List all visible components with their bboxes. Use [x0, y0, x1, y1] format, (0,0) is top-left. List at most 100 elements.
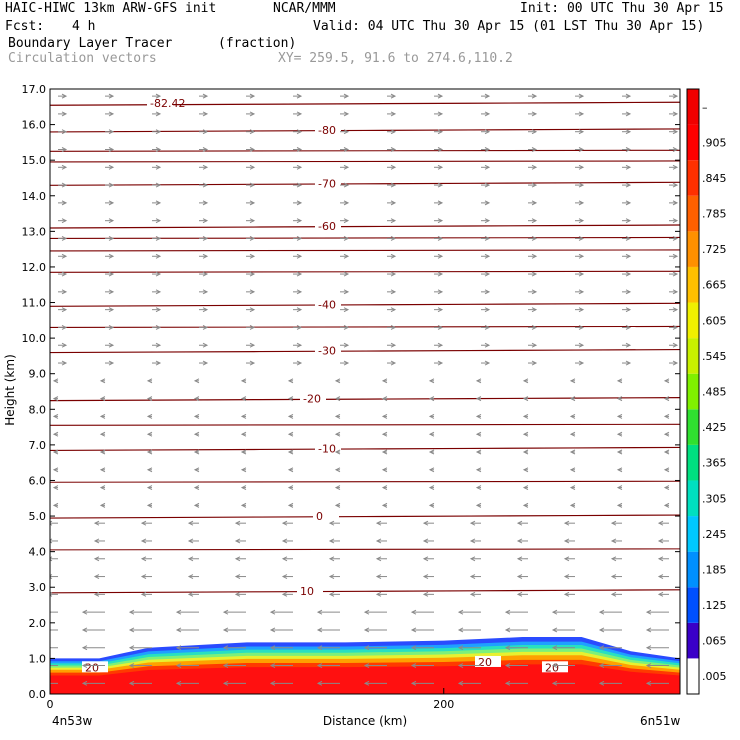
- vector-arrow-head: [99, 396, 106, 402]
- vector-arrow-head: [672, 324, 679, 330]
- vector-arrow-head: [363, 645, 370, 651]
- vector-arrow-head: [99, 413, 106, 419]
- vector-arrow-head: [531, 253, 538, 259]
- y-tick-label: 8.0: [29, 403, 47, 416]
- colorbar-segment: [687, 658, 699, 694]
- contour-label: -40: [318, 298, 336, 311]
- vector-arrow-head: [625, 324, 632, 330]
- temperature-contour: [50, 149, 680, 152]
- vector-arrow-head: [531, 93, 538, 99]
- vector-arrow-head: [155, 164, 162, 170]
- vector-arrow-head: [61, 129, 68, 135]
- vector-arrow-head: [175, 645, 182, 651]
- vector-arrow-head: [240, 449, 247, 455]
- vector-arrow-head: [551, 645, 558, 651]
- vector-arrow-head: [234, 538, 241, 544]
- vector-arrow-head: [410, 627, 417, 633]
- vector-arrow-head: [457, 663, 464, 668]
- vector-arrow-head: [390, 164, 397, 170]
- y-tick-label: 0.0: [29, 688, 47, 701]
- vector-arrow-head: [522, 502, 529, 508]
- vector-arrow-head: [343, 342, 350, 348]
- vector-arrow-head: [146, 413, 153, 419]
- vector-arrow-head: [522, 396, 529, 402]
- vector-arrow-head: [187, 520, 194, 526]
- vector-arrow-head: [610, 591, 617, 597]
- vector-arrow-head: [50, 574, 53, 580]
- vector-arrow-head: [616, 378, 623, 384]
- vector-arrow-head: [578, 164, 585, 170]
- vector-arrow-head: [578, 342, 585, 348]
- temperature-contour: [50, 302, 680, 307]
- colorbar-label: .065: [702, 635, 727, 648]
- vector-arrow-head: [334, 413, 341, 419]
- vector-arrow-head: [390, 271, 397, 277]
- temperature-contour: [50, 236, 680, 240]
- vector-arrow-head: [222, 609, 229, 615]
- vector-arrow-head: [281, 574, 288, 580]
- temperature-contour: [50, 181, 680, 186]
- vector-arrow-head: [469, 538, 476, 544]
- vector-arrow-head: [531, 147, 538, 152]
- vector-arrow-head: [663, 396, 670, 402]
- vector-arrow-head: [175, 609, 182, 615]
- vector-arrow-head: [390, 324, 397, 330]
- y-axis: 0.0 1.0 2.0 3.0 4.0 5.0 6.0 7.0 8.0 9.0 10.0 11.0 12…: [22, 83, 680, 701]
- contour-label-bg: [82, 661, 108, 673]
- vector-arrow-head: [625, 342, 632, 348]
- vector-arrow-head: [484, 271, 491, 277]
- vector-arrow-head: [610, 556, 617, 562]
- vector-arrow-head: [563, 520, 570, 526]
- colorbar-label: .245: [702, 528, 727, 541]
- vector-arrow-head: [128, 645, 135, 651]
- vector-arrow-head: [52, 431, 59, 437]
- vector-arrow-head: [108, 236, 115, 241]
- vector-arrow-head: [287, 502, 294, 508]
- vector-arrow-head: [296, 111, 303, 117]
- vector-arrow-head: [437, 289, 444, 295]
- vector-arrow-head: [202, 111, 209, 117]
- vector-arrow-head: [328, 556, 335, 562]
- vector-arrow-head: [249, 307, 256, 313]
- vector-arrow-head: [343, 147, 350, 152]
- vector-arrow-head: [484, 129, 491, 135]
- y-tick-label: 4.0: [29, 546, 47, 559]
- vector-arrow-head: [569, 502, 576, 508]
- vector-arrow-head: [50, 520, 53, 526]
- vector-arrow-head: [375, 556, 382, 562]
- vector-arrow-head: [296, 360, 303, 366]
- colorbar-label: .485: [702, 386, 727, 399]
- vector-arrow-head: [610, 574, 617, 580]
- header-org: NCAR/MMM: [273, 1, 336, 16]
- vector-arrow-head: [99, 485, 106, 491]
- vector-arrow-head: [437, 164, 444, 170]
- vector-arrow-head: [61, 236, 68, 241]
- vector-arrow-head: [569, 431, 576, 437]
- vector-arrow-head: [108, 111, 115, 117]
- vector-arrow-head: [61, 360, 68, 366]
- vector-arrow-head: [155, 236, 162, 241]
- vector-arrow-head: [598, 609, 605, 615]
- vector-arrow-head: [516, 538, 523, 544]
- header-init: Init: 00 UTC Thu 30 Apr 15: [520, 1, 724, 16]
- temperature-contours: -82.42 -80 -70 -60 -40 -30 -20 -10 0 10 20 20 20: [50, 97, 680, 674]
- vector-arrow-head: [108, 324, 115, 330]
- vector-arrow-head: [457, 627, 464, 633]
- vector-arrow-head: [672, 218, 679, 224]
- vector-arrow-head: [437, 93, 444, 99]
- vector-arrow-head: [390, 182, 397, 188]
- vector-arrow-head: [484, 236, 491, 241]
- vector-arrow-head: [249, 360, 256, 366]
- vector-arrow-head: [672, 307, 679, 313]
- vector-arrow-head: [645, 627, 652, 633]
- vector-arrow-head: [469, 574, 476, 580]
- vector-arrow-head: [343, 236, 350, 241]
- tracer-layer: [50, 637, 680, 694]
- vector-arrow-head: [578, 236, 585, 241]
- vector-arrow-head: [202, 236, 209, 241]
- colorbar-label: .665: [702, 279, 727, 292]
- vector-arrow-head: [287, 485, 294, 491]
- vector-arrow-head: [334, 378, 341, 384]
- vector-arrow-head: [598, 663, 605, 668]
- vector-arrow-head: [240, 413, 247, 419]
